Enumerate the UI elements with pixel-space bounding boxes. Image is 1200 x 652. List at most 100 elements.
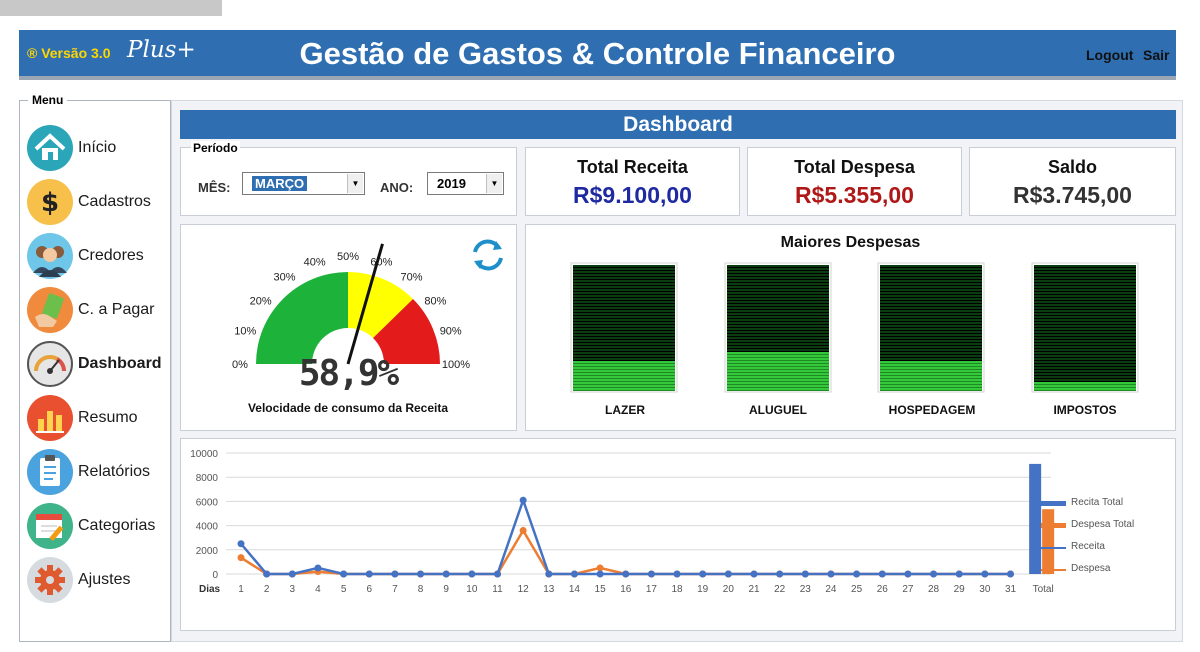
- despesa-bar-stripe-gap: [880, 291, 982, 292]
- despesa-bar-empty-stripe: [573, 265, 675, 267]
- x-tick-label: 27: [902, 584, 914, 595]
- despesa-bar-stripe-gap: [880, 339, 982, 340]
- despesa-bar-empty-stripe: [573, 319, 675, 321]
- menu-item-resumo[interactable]: Resumo: [26, 393, 166, 443]
- despesa-bar-empty-stripe: [1034, 331, 1136, 333]
- legend-key: [1041, 523, 1066, 528]
- despesa-bar-fill-stripe: [880, 382, 982, 384]
- menu-label: Cadastros: [78, 193, 151, 210]
- despesa-bar-stripe-gap: [727, 294, 829, 295]
- x-tick-label: 22: [774, 584, 786, 595]
- menu-item-contas-a-pagar[interactable]: C. a Pagar: [26, 285, 166, 335]
- logout-button[interactable]: Logout: [1086, 47, 1134, 63]
- despesa-bar-empty-stripe: [1034, 349, 1136, 351]
- despesa-bar-stripe-gap: [573, 315, 675, 316]
- despesa-bar-empty-stripe: [1034, 367, 1136, 369]
- despesa-bar-stripe-gap: [727, 390, 829, 391]
- gauge-tick-label: 80%: [424, 296, 446, 308]
- chevron-down-icon[interactable]: ▼: [347, 174, 363, 193]
- chevron-down-icon[interactable]: ▼: [486, 174, 502, 193]
- despesa-bar-fill-stripe: [727, 364, 829, 366]
- despesa-bar-stripe-gap: [727, 267, 829, 268]
- despesa-bar-stripe-gap: [1034, 354, 1136, 355]
- despesa-bar-empty-stripe: [1034, 325, 1136, 327]
- despesa-bar-stripe-gap: [573, 294, 675, 295]
- menu-label: Credores: [78, 247, 144, 264]
- despesa-bar-stripe-gap: [1034, 276, 1136, 277]
- series-point: [288, 570, 296, 578]
- gauge-ticks: 0% 10% 20%30% 40% 50% 60% 70%80% 90% 100%: [232, 251, 470, 371]
- despesa-bar-stripe-gap: [573, 357, 675, 358]
- gauge-tick-label: 20%: [250, 296, 272, 308]
- x-tick-label: 15: [595, 584, 607, 595]
- menu-item-dashboard[interactable]: Dashboard: [26, 339, 166, 389]
- series-point: [622, 570, 630, 578]
- series-point: [1007, 570, 1014, 578]
- despesa-bar-stripe-gap: [573, 282, 675, 283]
- gauge-needle: [346, 243, 384, 365]
- despesa-bar-stripe-gap: [727, 330, 829, 331]
- despesa-bar-stripe-gap: [1034, 360, 1136, 361]
- despesa-bar-empty-stripe: [727, 322, 829, 324]
- despesa-bar-stripe-gap: [727, 273, 829, 274]
- clipboard-icon: [27, 449, 73, 495]
- despesa-bar-empty-stripe: [573, 301, 675, 303]
- despesa-bar-fill-stripe: [880, 376, 982, 378]
- menu-item-cadastros[interactable]: $ Cadastros: [26, 177, 166, 227]
- despesa-bar-empty-stripe: [727, 337, 829, 339]
- despesa-bar-stripe-gap: [880, 354, 982, 355]
- despesa-bar-stripe-gap: [727, 360, 829, 361]
- menu-item-credores[interactable]: Credores: [26, 231, 166, 281]
- x-tick-label: 17: [646, 584, 658, 595]
- menu-item-relatorios[interactable]: Relatórios: [26, 447, 166, 497]
- periodo-panel: Período MÊS: MARÇO ▼ ANO: 2019 ▼: [180, 141, 517, 216]
- despesa-bar-stripe-gap: [1034, 369, 1136, 370]
- despesa-bar-stripe-gap: [727, 363, 829, 364]
- despesa-bar-empty-stripe: [1034, 277, 1136, 279]
- legend-key: [1041, 569, 1066, 571]
- despesa-bar-stripe-gap: [880, 321, 982, 322]
- exit-button[interactable]: Sair: [1143, 47, 1170, 63]
- despesa-bar-stripe-gap: [727, 357, 829, 358]
- series-point: [673, 570, 681, 578]
- despesa-bar-empty-stripe: [727, 310, 829, 312]
- despesa-bar-stripe-gap: [573, 375, 675, 376]
- despesa-bar-stripe-gap: [573, 354, 675, 355]
- despesa-bar-empty-stripe: [727, 292, 829, 294]
- despesa-bar-empty-stripe: [573, 322, 675, 324]
- despesa-bar-empty-stripe: [727, 298, 829, 300]
- refresh-icon[interactable]: [468, 235, 508, 275]
- despesa-bar-empty-stripe: [573, 274, 675, 276]
- legend-label: Despesa Total: [1071, 519, 1135, 530]
- gauge-tick-label: 50%: [337, 251, 359, 263]
- despesa-bar-stripe-gap: [1034, 333, 1136, 334]
- despesa-bar-empty-stripe: [880, 304, 982, 306]
- x-tick-label: 8: [418, 584, 424, 595]
- despesa-bar-fill-stripe: [880, 379, 982, 381]
- despesa-bar-empty-stripe: [880, 355, 982, 357]
- despesa-bar-fill-stripe: [880, 367, 982, 369]
- despesa-bar-empty-stripe: [1034, 379, 1136, 381]
- x-tick-label: 2: [264, 584, 270, 595]
- mes-select[interactable]: MARÇO ▼: [242, 172, 365, 195]
- despesa-bar-empty-stripe: [880, 319, 982, 321]
- despesa-bar-empty-stripe: [727, 271, 829, 273]
- series-point: [904, 570, 912, 578]
- despesa-bar-empty-stripe: [1034, 337, 1136, 339]
- despesa-bar-stripe-gap: [573, 345, 675, 346]
- ano-select[interactable]: 2019 ▼: [427, 172, 504, 195]
- menu-item-inicio[interactable]: Início: [26, 123, 166, 173]
- version-label: ® Versão 3.0: [27, 45, 111, 61]
- despesa-bar-empty-stripe: [727, 334, 829, 336]
- menu-item-categorias[interactable]: Categorias: [26, 501, 166, 551]
- despesa-bar-empty-stripe: [1034, 319, 1136, 321]
- svg-text:$: $: [41, 188, 59, 218]
- despesa-bar-stripe-gap: [880, 387, 982, 388]
- menu-item-ajustes[interactable]: Ajustes: [26, 555, 166, 605]
- despesa-bar-empty-stripe: [573, 358, 675, 360]
- total-bar: [1042, 509, 1055, 574]
- series-point: [314, 564, 322, 572]
- x-tick-label: 18: [671, 584, 683, 595]
- despesa-bar-empty-stripe: [573, 343, 675, 345]
- despesa-bar-stripe-gap: [1034, 300, 1136, 301]
